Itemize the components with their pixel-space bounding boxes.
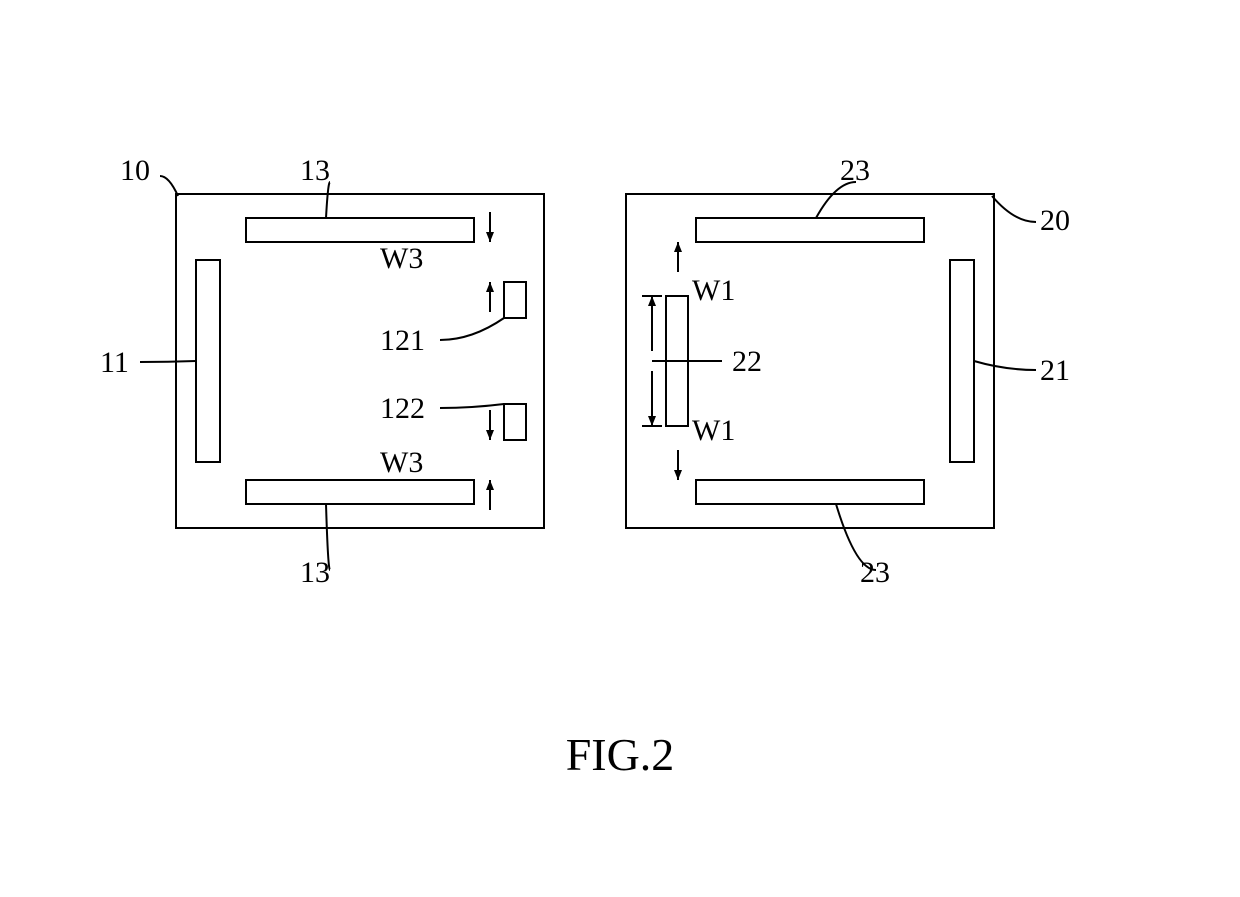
ref-122: 122	[380, 392, 425, 425]
figure-caption: FIG.2	[566, 729, 675, 780]
right-bottom-bar	[696, 480, 924, 504]
w3-bot-label: W3	[380, 446, 423, 479]
ref-23-bot: 23	[860, 556, 890, 589]
arrowhead-icon	[674, 470, 682, 480]
leader-20	[992, 196, 1036, 222]
leader-121	[440, 318, 504, 340]
arrowhead-icon	[486, 430, 494, 440]
arrowhead-icon	[648, 296, 656, 306]
arrowhead-icon	[486, 232, 494, 242]
left-top-bar	[246, 218, 474, 242]
right-side-bar	[950, 260, 974, 462]
w1-label-top: W1	[692, 274, 735, 307]
ref-13-top: 13	[300, 154, 330, 187]
leader-122	[440, 404, 504, 408]
ref-11: 11	[100, 346, 129, 379]
arrowhead-icon	[486, 480, 494, 490]
left-outer-rect	[176, 194, 544, 528]
ref-20: 20	[1040, 204, 1070, 237]
w1-label-bot: W1	[692, 414, 735, 447]
left-chip-122	[504, 404, 526, 440]
left-side-bar	[196, 260, 220, 462]
ref-22: 22	[732, 345, 762, 378]
left-chip-121	[504, 282, 526, 318]
leader-11	[140, 361, 196, 362]
w3-top-label: W3	[380, 242, 423, 275]
arrowhead-icon	[486, 282, 494, 292]
right-top-bar	[696, 218, 924, 242]
leader-13-top	[326, 182, 330, 218]
leader-23-top	[816, 182, 856, 218]
ref-10: 10	[120, 154, 150, 187]
left-bottom-bar	[246, 480, 474, 504]
ref-13-bot: 13	[300, 556, 330, 589]
arrowhead-icon	[674, 242, 682, 252]
arrowhead-icon	[648, 416, 656, 426]
ref-21: 21	[1040, 354, 1070, 387]
leader-21	[974, 361, 1036, 370]
ref-121: 121	[380, 324, 425, 357]
